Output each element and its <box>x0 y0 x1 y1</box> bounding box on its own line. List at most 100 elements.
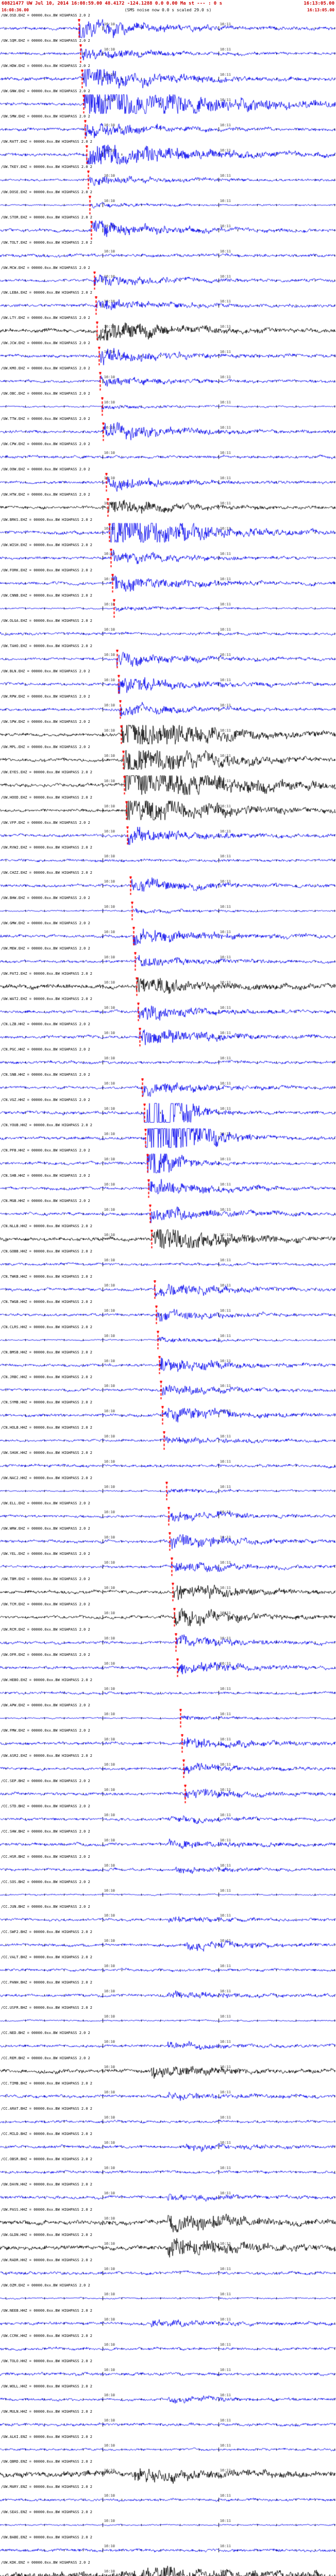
trace-row[interactable]: /UW.MEW.EHZ = 00000.0xx.BW HIGHPASS 2.0 … <box>0 946 336 972</box>
trace-row[interactable]: /UW.BABE.ENZ = 00000.0xx.BW HIGHPASS 2.0… <box>0 2535 336 2561</box>
trace-row[interactable]: /UW.BLN.EHZ = 00000.0xx.BW HIGHPASS 2.0 … <box>0 669 336 694</box>
trace-row[interactable]: /UW.MCW.EHZ = 00000.0xx.BW HIGHPASS 2.0 … <box>0 265 336 291</box>
waveform-canvas[interactable] <box>0 2287 336 2309</box>
waveform-canvas[interactable] <box>0 1481 336 1502</box>
trace-row[interactable]: /UW.TCM.EHZ = 00000.0xx.BW HIGHPASS 2.0 … <box>0 1602 336 1628</box>
trace-row[interactable]: /CN.TWKB.HHZ = 00000.0xx.BW HIGHPASS 2.0… <box>0 1274 336 1300</box>
waveform-canvas[interactable] <box>0 194 336 215</box>
trace-row[interactable]: /CN.BMSB.HHZ = 00000.0xx.BW HIGHPASS 2.0… <box>0 1350 336 1376</box>
trace-row[interactable]: /CN.SHB.HHZ = 00000.0xx.BW HIGHPASS 2.0 … <box>0 1173 336 1199</box>
waveform-canvas[interactable] <box>0 1102 336 1123</box>
trace-row[interactable]: /UW.GLDN.HHZ = 00000.0xx.BW HIGHPASS 2.0… <box>0 2232 336 2258</box>
waveform-canvas[interactable] <box>0 1405 336 1426</box>
trace-row[interactable]: /UW.RATT.EHZ = 00000.0xx.BW HIGHPASS 2.0… <box>0 139 336 165</box>
trace-row[interactable]: /UW.OBC.EHZ = 00000.0xx.BW HIGHPASS 2.0 … <box>0 392 336 417</box>
waveform-canvas[interactable] <box>0 1178 336 1199</box>
waveform-canvas[interactable] <box>0 749 336 770</box>
trace-row[interactable]: /CC.SWF2.BHZ = 00000.0xx.BW HIGHPASS 2.0… <box>0 1930 336 1956</box>
trace-row[interactable]: /UW.MULN.HHZ = 00000.0xx.BW HIGHPASS 2.0… <box>0 2409 336 2435</box>
trace-row[interactable]: /UW.EYES.EHZ = 00000.0xx.BW HIGHPASS 2.0… <box>0 770 336 795</box>
waveform-canvas[interactable] <box>0 875 336 896</box>
trace-row[interactable]: /UW.OFR.EHZ = 00000.0xx.BW HIGHPASS 2.0 … <box>0 1652 336 1678</box>
trace-row[interactable]: /CN.CLRS.HHZ = 00000.0xx.BW HIGHPASS 2.0… <box>0 1325 336 1350</box>
trace-row[interactable]: /CN.MGB.HHZ = 00000.0xx.BW HIGHPASS 2.0 … <box>0 1198 336 1224</box>
trace-row[interactable]: /UW.TAHO.EHZ = 00000.0xx.BW HIGHPASS 2.0… <box>0 643 336 669</box>
trace-row[interactable]: /UW.TBM.EHZ = 00000.0xx.BW HIGHPASS 2.0 … <box>0 1577 336 1603</box>
waveform-canvas[interactable] <box>0 497 336 518</box>
trace-row[interactable]: /UW.MPL.EHZ = 00000.0xx.BW HIGHPASS 2.0 … <box>0 744 336 770</box>
trace-row[interactable]: /UW.JCW.EHZ = 00000.0xx.BW HIGHPASS 2.0 … <box>0 341 336 367</box>
waveform-canvas[interactable] <box>0 396 336 417</box>
waveform-canvas[interactable] <box>0 976 336 997</box>
waveform-canvas[interactable] <box>0 1531 336 1552</box>
waveform-canvas[interactable] <box>0 1455 336 1477</box>
waveform-canvas[interactable] <box>0 1380 336 1401</box>
waveform-canvas[interactable] <box>0 2313 336 2334</box>
waveform-canvas[interactable] <box>0 1909 336 1930</box>
trace-row[interactable]: /UW.VFP.EHZ = 00000.0xx.BW HIGHPASS 2.0 … <box>0 820 336 846</box>
waveform-canvas[interactable] <box>0 1329 336 1350</box>
waveform-canvas[interactable] <box>0 2187 336 2208</box>
trace-row[interactable]: /UW.HDW.EHZ = 00000.0xx.BW HIGHPASS 2.0 … <box>0 63 336 89</box>
waveform-canvas[interactable] <box>0 1430 336 1451</box>
waveform-canvas[interactable] <box>0 2036 336 2057</box>
trace-row[interactable]: /UW.HTW.EHZ = 00000.0xx.BW HIGHPASS 2.0 … <box>0 493 336 518</box>
waveform-canvas[interactable] <box>0 774 336 795</box>
trace-row[interactable]: /CC.NED.BHZ = 00000.0xx.BW HIGHPASS 2.0 … <box>0 2031 336 2057</box>
trace-row[interactable]: /CC.STD.BHZ = 00000.0xx.BW HIGHPASS 2.0 … <box>0 1804 336 1829</box>
waveform-canvas[interactable] <box>0 699 336 720</box>
trace-row[interactable]: /CC.USFR.BHZ = 00000.0xx.BW HIGHPASS 2.0… <box>0 2006 336 2031</box>
trace-row[interactable]: /UW.DAVN.HHZ = 00000.0xx.BW HIGHPASS 2.0… <box>0 2182 336 2208</box>
waveform-canvas[interactable] <box>0 320 336 342</box>
trace-row[interactable]: /CC.MILD.BHZ = 00000.0xx.BW HIGHPASS 2.0… <box>0 2132 336 2158</box>
waveform-canvas[interactable] <box>0 2061 336 2082</box>
waveform-canvas[interactable] <box>0 245 336 266</box>
waveform-canvas[interactable] <box>0 1077 336 1098</box>
waveform-canvas[interactable] <box>0 2338 336 2359</box>
trace-row[interactable]: /UW.OLGA.EHZ = 00000.0xx.BW HIGHPASS 2.0… <box>0 618 336 644</box>
waveform-canvas[interactable] <box>0 572 336 594</box>
trace-row[interactable]: /UW.PASS.HHZ = 00000.0xx.BW HIGHPASS 2.0… <box>0 2207 336 2233</box>
trace-row[interactable]: /CC.SOS.BHZ = 00000.0xx.BW HIGHPASS 2.0 … <box>0 1879 336 1905</box>
waveform-canvas[interactable] <box>0 825 336 846</box>
waveform-canvas[interactable] <box>0 1657 336 1678</box>
trace-row[interactable]: /CN.HOLB.HHZ = 00000.0xx.BW HIGHPASS 2.0… <box>0 1426 336 1451</box>
waveform-canvas[interactable] <box>0 472 336 493</box>
trace-row[interactable]: /UW.ALKI.ENZ = 00000.0xx.BW HIGHPASS 2.0… <box>0 2434 336 2460</box>
trace-row[interactable]: /UW.SHUK.HHZ = 00000.0xx.BW HIGHPASS 2.0… <box>0 1451 336 1477</box>
waveform-canvas[interactable] <box>0 1304 336 1325</box>
waveform-canvas[interactable] <box>0 1556 336 1578</box>
waveform-canvas[interactable] <box>0 68 336 89</box>
trace-row[interactable]: /UW.OSD.EHZ = 00000.0xx.BW HIGHPASS 2.0 … <box>0 13 336 39</box>
trace-row[interactable]: /UW.RVW2.EHZ = 00000.0xx.BW HIGHPASS 2.0… <box>0 845 336 871</box>
waveform-canvas[interactable] <box>0 1002 336 1023</box>
trace-row[interactable]: /UW.ELL.EHZ = 00000.0xx.BW HIGHPASS 2.0 … <box>0 1501 336 1527</box>
trace-row[interactable]: /UW.KMO.EHZ = 00000.0xx.BW HIGHPASS 2.0 … <box>0 366 336 392</box>
waveform-canvas[interactable] <box>0 1707 336 1728</box>
trace-row[interactable]: /UW.SEAS.ENZ = 00000.0xx.BW HIGHPASS 2.0… <box>0 2510 336 2536</box>
waveform-canvas[interactable] <box>0 1758 336 1779</box>
trace-row[interactable]: /UW.NAC2.HHZ = 00000.0xx.BW HIGHPASS 2.0… <box>0 1476 336 1502</box>
waveform-canvas[interactable] <box>0 800 336 821</box>
trace-row[interactable]: /CN.VGZ.HHZ = 00000.0xx.BW HIGHPASS 2.0 … <box>0 1097 336 1123</box>
trace-row[interactable]: /CN.YOUB.HHZ = 00000.0xx.BW HIGHPASS 2.0… <box>0 1123 336 1148</box>
waveform-canvas[interactable] <box>0 2212 336 2233</box>
waveform-canvas[interactable] <box>0 1506 336 1527</box>
trace-row[interactable]: /UW.CHZZ.EHZ = 00000.0xx.BW HIGHPASS 2.0… <box>0 871 336 896</box>
trace-row[interactable]: /CN.SYMB.HHZ = 00000.0xx.BW HIGHPASS 2.0… <box>0 1400 336 1426</box>
waveform-canvas[interactable] <box>0 1203 336 1224</box>
waveform-canvas[interactable] <box>0 2565 336 2576</box>
waveform-canvas[interactable] <box>0 623 336 644</box>
waveform-canvas[interactable] <box>0 1859 336 1880</box>
waveform-canvas[interactable] <box>0 850 336 871</box>
waveform-canvas[interactable] <box>0 421 336 443</box>
waveform-canvas[interactable] <box>0 2515 336 2536</box>
trace-row[interactable]: /UW.QBRD.ENZ = 00000.0xx.BW HIGHPASS 2.0… <box>0 2460 336 2485</box>
trace-row[interactable]: /UW.APW.EHZ = 00000.0xx.BW HIGHPASS 2.0 … <box>0 1703 336 1728</box>
waveform-canvas[interactable] <box>0 1632 336 1653</box>
trace-row[interactable]: /UW.GMW.EHZ = 00000.0xx.BW HIGHPASS 2.0 … <box>0 921 336 947</box>
waveform-canvas[interactable] <box>0 144 336 165</box>
waveform-canvas[interactable] <box>0 1682 336 1703</box>
waveform-canvas[interactable] <box>0 648 336 669</box>
trace-row[interactable]: /UW.LEBA.EHZ = 00000.0xx.BW HIGHPASS 2.0… <box>0 291 336 316</box>
